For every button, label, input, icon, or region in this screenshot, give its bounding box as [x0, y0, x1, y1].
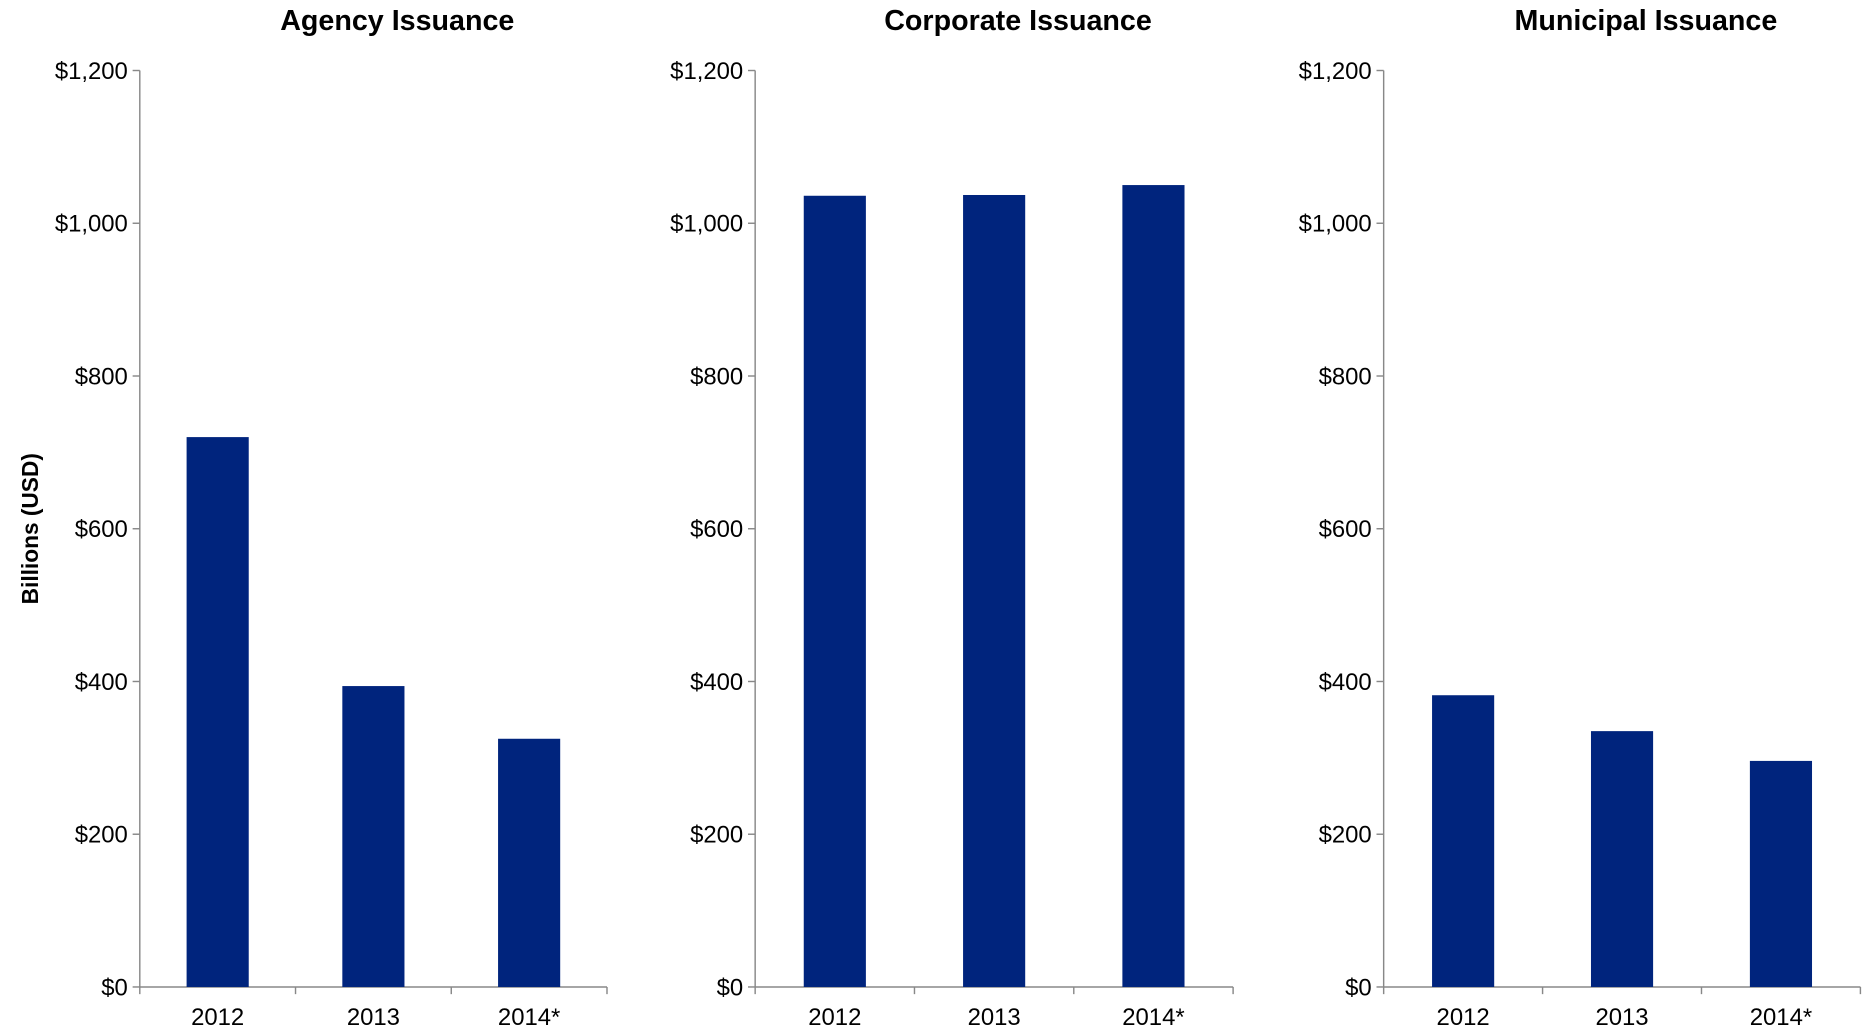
bar [186, 437, 249, 987]
x-tick-label: 2013 [1595, 1004, 1648, 1030]
x-tick-label: 2012 [191, 1004, 244, 1030]
y-tick-label: $0 [1345, 974, 1372, 1001]
y-axis-label: Billions (USD) [17, 453, 43, 604]
y-tick-label: $800 [690, 363, 743, 390]
bar [963, 194, 1026, 987]
x-tick-label: 2014* [498, 1004, 560, 1030]
bar [803, 195, 866, 987]
bar [1432, 695, 1495, 987]
y-tick-label: $200 [75, 822, 128, 849]
y-tick-label: $1,200 [55, 58, 128, 85]
y-tick-label: $400 [1319, 669, 1372, 696]
y-tick-label: $200 [1319, 822, 1372, 849]
y-tick-label: $1,000 [1299, 211, 1372, 238]
x-tick-label: 2013 [347, 1004, 400, 1030]
chart-title: Agency Issuance [280, 5, 514, 37]
y-tick-label: $1,200 [1299, 58, 1372, 85]
x-tick-label: 2013 [968, 1004, 1021, 1030]
x-tick-label: 2014* [1750, 1004, 1812, 1030]
y-tick-label: $400 [690, 669, 743, 696]
bar [1122, 185, 1185, 987]
x-tick-label: 2012 [808, 1004, 861, 1030]
chart-title: Corporate Issuance [884, 5, 1152, 37]
bar [342, 686, 405, 987]
y-tick-label: $1,000 [670, 211, 743, 238]
y-tick-label: $800 [1319, 363, 1372, 390]
y-tick-label: $1,000 [55, 211, 128, 238]
y-tick-label: $200 [690, 822, 743, 849]
bar [498, 738, 561, 987]
y-tick-label: $0 [717, 974, 744, 1001]
y-tick-label: $600 [75, 516, 128, 543]
y-tick-label: $600 [1319, 516, 1372, 543]
y-tick-label: $1,200 [670, 58, 743, 85]
y-tick-label: $800 [75, 363, 128, 390]
bar [1590, 731, 1654, 987]
y-tick-label: $0 [101, 974, 128, 1001]
x-tick-label: 2012 [1437, 1004, 1490, 1030]
y-tick-label: $600 [690, 516, 743, 543]
chart-title: Municipal Issuance [1515, 5, 1778, 37]
bar [1749, 760, 1813, 987]
x-tick-label: 2014* [1122, 1004, 1184, 1030]
y-tick-label: $400 [75, 669, 128, 696]
